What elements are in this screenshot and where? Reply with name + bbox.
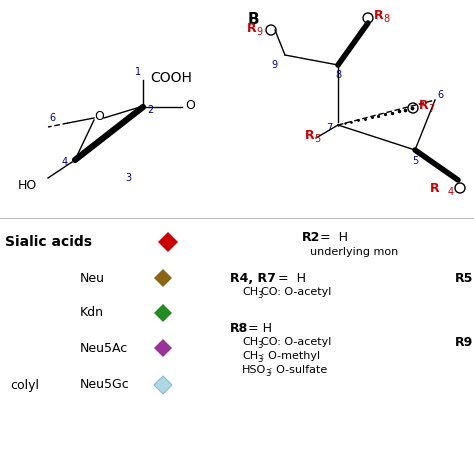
Text: 1: 1 [135,67,141,77]
Text: Neu5Ac: Neu5Ac [80,341,128,355]
Text: 6: 6 [437,90,443,100]
Text: CO: O-acetyl: CO: O-acetyl [261,287,331,297]
Text: : O-sulfate: : O-sulfate [269,365,327,375]
Text: 2: 2 [147,105,153,115]
Text: 3: 3 [125,173,131,183]
Text: underlying mon: underlying mon [310,247,398,257]
Text: O: O [185,99,195,111]
Text: R5: R5 [455,272,474,284]
Text: 3: 3 [265,368,270,377]
Text: 6: 6 [49,113,55,123]
Text: CH: CH [242,351,258,361]
Text: : O-methyl: : O-methyl [261,351,320,361]
Text: 8: 8 [383,14,389,24]
Text: Kdn: Kdn [80,307,104,319]
Text: 5: 5 [314,134,320,144]
Text: =  H: = H [278,272,306,284]
Text: colyl: colyl [10,379,39,392]
Polygon shape [154,376,172,394]
Polygon shape [158,232,178,252]
Text: 4: 4 [62,157,68,167]
Polygon shape [154,339,172,357]
Text: R2: R2 [302,230,320,244]
Text: R: R [247,21,256,35]
Text: 3: 3 [257,340,263,349]
Text: 9: 9 [256,27,262,37]
Text: 7: 7 [326,123,332,133]
Text: R: R [374,9,383,21]
Text: R: R [430,182,440,194]
Text: 8: 8 [335,70,341,80]
Polygon shape [154,269,172,287]
Text: 9: 9 [272,60,278,70]
Text: 3: 3 [257,291,263,300]
Text: COOH: COOH [150,71,192,85]
Text: HSO: HSO [242,365,266,375]
Polygon shape [154,304,172,322]
Text: CH: CH [242,337,258,347]
Text: Sialic acids: Sialic acids [5,235,92,249]
Text: CO: O-acetyl: CO: O-acetyl [261,337,331,347]
Text: R8: R8 [230,321,248,335]
Text: Neu5Gc: Neu5Gc [80,379,130,392]
Text: R4, R7: R4, R7 [230,272,276,284]
Text: HO: HO [18,179,37,191]
Text: O: O [94,109,104,122]
Text: 7: 7 [428,104,434,114]
Text: R: R [305,128,315,142]
Text: 4: 4 [448,187,454,197]
Text: B: B [248,12,260,27]
Text: R9: R9 [455,336,473,348]
Text: Neu: Neu [80,272,105,284]
Text: R: R [419,99,428,111]
Text: 5: 5 [412,156,418,166]
Text: = H: = H [248,321,272,335]
Text: 3: 3 [257,355,263,364]
Text: =  H: = H [320,230,348,244]
Text: CH: CH [242,287,258,297]
